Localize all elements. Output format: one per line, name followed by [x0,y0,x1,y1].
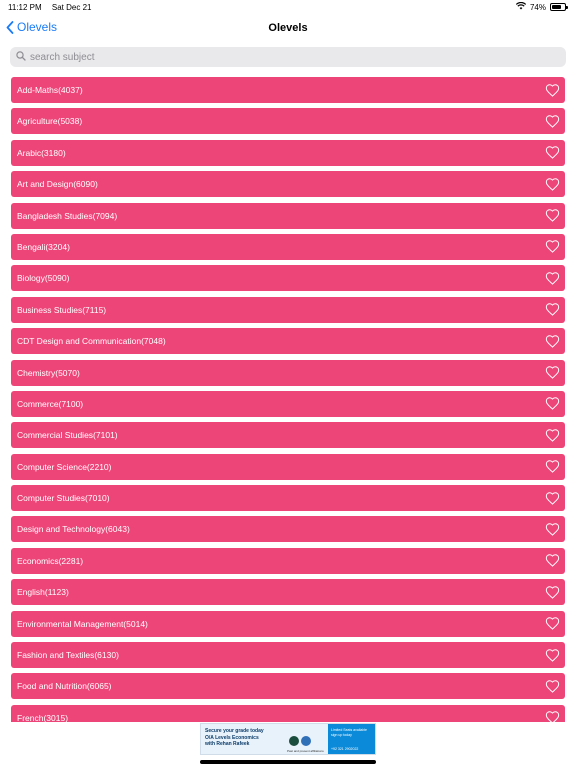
subject-label: Art and Design(6090) [17,179,98,190]
subject-row[interactable]: Design and Technology(6043) [11,516,565,543]
subject-list[interactable]: Add-Maths(4037) Agriculture(5038) Arabic(3… [11,77,565,722]
status-date: Sat Dec 21 [51,3,92,12]
subject-label: French(3015) [17,712,69,722]
status-bar: 11:12 PM Sat Dec 21 74% [0,0,576,14]
ad-logo-2 [301,736,311,746]
subject-row[interactable]: Art and Design(6090) [11,171,565,198]
heart-icon[interactable] [545,271,560,286]
page-title: Olevels [268,22,308,34]
battery-percent: 74% [529,2,546,12]
heart-icon[interactable] [545,491,560,506]
ad-logo-1 [289,736,299,746]
heart-icon[interactable] [545,365,560,380]
ad-side-line-2: sign up today [331,732,352,737]
subject-row[interactable]: Computer Studies(7010) [11,485,565,512]
subject-label: Environmental Management(5014) [17,618,148,629]
heart-icon[interactable] [545,459,560,474]
subject-label: Agriculture(5038) [17,116,83,127]
subject-label: Computer Science(2210) [17,461,112,472]
subject-label: Commerce(7100) [17,398,84,409]
subject-row[interactable]: Bengali(3204) [11,233,565,260]
subject-row[interactable]: Commerce(7100) [11,390,565,417]
heart-icon[interactable] [545,302,560,317]
navigation-bar: Olevels Olevels [0,14,576,44]
subject-label: Add-Maths(4037) [17,85,83,95]
status-time: 11:12 PM [8,3,42,12]
subject-row[interactable]: French(3015) [11,704,565,722]
subject-row[interactable]: Biology(5090) [11,265,565,292]
heart-icon[interactable] [545,334,560,349]
heart-icon[interactable] [545,616,560,631]
subject-row[interactable]: Add-Maths(4037) [11,77,565,103]
heart-icon[interactable] [545,239,560,254]
subject-row[interactable]: Business Studies(7115) [11,296,565,323]
heart-icon[interactable] [545,208,560,223]
subject-row[interactable]: English(1123) [11,579,565,606]
heart-icon[interactable] [545,428,560,443]
heart-icon[interactable] [545,679,560,694]
subject-label: Chemistry(5070) [17,367,80,378]
ad-side-panel: Limited Seats available sign up today +92… [328,724,375,754]
subject-label: Fashion and Textiles(6130) [17,650,119,661]
subject-row[interactable]: Environmental Management(5014) [11,610,565,637]
subject-label: Arabic(3180) [17,147,66,158]
heart-icon[interactable] [545,177,560,192]
subject-row[interactable]: Fashion and Textiles(6130) [11,642,565,669]
search-input[interactable] [30,51,530,63]
heart-icon[interactable] [545,83,560,98]
battery-icon [550,3,568,11]
subject-label: Bangladesh Studies(7094) [17,210,118,221]
wifi-icon [515,1,527,12]
heart-icon[interactable] [545,648,560,663]
subject-row[interactable]: Chemistry(5070) [11,359,565,386]
subject-label: English(1123) [17,587,69,598]
heart-icon[interactable] [545,585,560,600]
back-button[interactable]: Olevels [6,20,57,34]
ad-banner[interactable]: Secure your grade today O/A Levels Econo… [200,723,376,755]
heart-icon[interactable] [545,522,560,537]
subject-label: Commercial Studies(7101) [17,430,118,441]
ad-line-2: O/A Levels Economics [205,734,259,741]
subject-label: CDT Design and Communication(7048) [17,336,166,347]
heart-icon[interactable] [545,710,560,722]
subject-label: Computer Studies(7010) [17,493,110,504]
subject-row[interactable]: Commercial Studies(7101) [11,422,565,449]
ad-line-3: with Rehan Rafeek [205,741,250,747]
ad-text: Secure your grade today O/A Levels Econo… [205,728,264,748]
back-label: Olevels [17,20,58,34]
ad-side-line-1: Limited Seats available [331,728,367,732]
subject-label: Biology(5090) [17,273,70,284]
subject-row[interactable]: Computer Science(2210) [11,453,565,480]
chevron-left-icon [6,20,14,34]
subject-row[interactable]: Arabic(3180) [11,139,565,166]
subject-row[interactable]: Economics(2281) [11,547,565,574]
ad-subtext: Past and present affiliations [287,749,324,753]
subject-label: Business Studies(7115) [17,304,107,315]
subject-label: Bengali(3204) [17,241,70,252]
search-icon [16,48,26,66]
heart-icon[interactable] [545,114,560,129]
subject-row[interactable]: CDT Design and Communication(7048) [11,328,565,355]
home-indicator [200,760,376,764]
heart-icon[interactable] [545,396,560,411]
subject-label: Food and Nutrition(6065) [17,681,112,692]
subject-row[interactable]: Agriculture(5038) [11,108,565,135]
subject-label: Design and Technology(6043) [17,524,130,535]
subject-row[interactable]: Bangladesh Studies(7094) [11,202,565,229]
subject-label: Economics(2281) [17,555,84,566]
ad-phone: +92 321 2902022 [331,747,359,751]
ad-line-1: Secure your grade today [205,728,264,734]
heart-icon[interactable] [545,145,560,160]
subject-row[interactable]: Food and Nutrition(6065) [11,673,565,700]
search-bar[interactable] [10,47,566,67]
heart-icon[interactable] [545,553,560,568]
